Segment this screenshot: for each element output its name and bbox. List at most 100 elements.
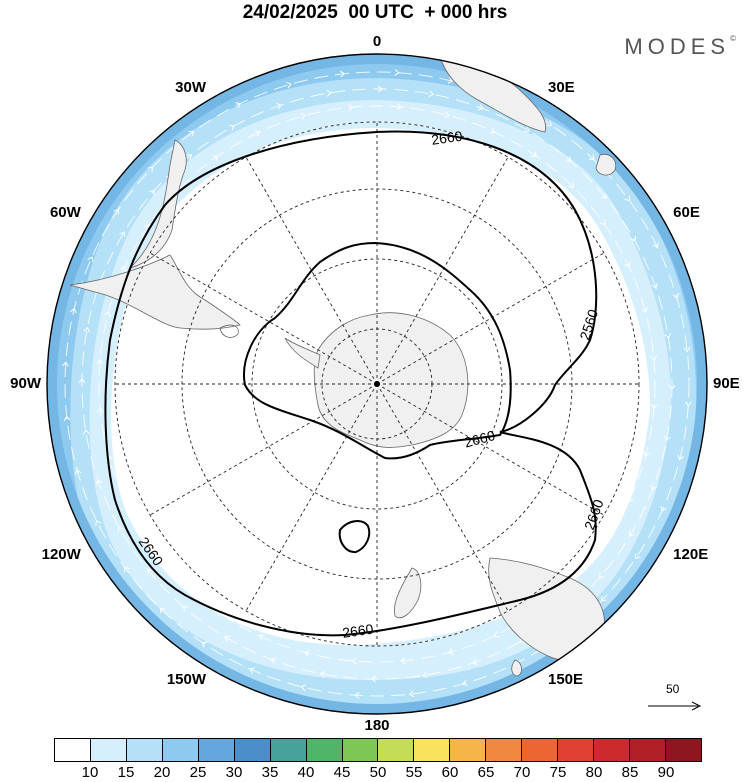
colorbar-tick-labels: 10 15 20 25 30 35 40 45 50 55 60 65 70 75 80 85 90 [54,764,702,782]
colorbar-tick: 45 [333,764,351,781]
wind-arrowhead [660,505,667,512]
wind-reference-label: 50 [666,682,680,696]
contour-label: 2660 [341,621,374,641]
wind-arrowhead [377,85,383,93]
contour-label: 2660 [463,427,497,451]
wind-arrowhead [568,182,575,189]
longitude-label: 60E [673,204,700,221]
wind-arrowhead [400,657,406,665]
wind-arrowhead [600,595,607,602]
colorbar-cell [270,739,307,761]
wind-arrowhead [300,113,306,120]
meridian-line [149,383,378,516]
colorbar-tick: 90 [657,764,675,781]
south-america-land [69,254,241,330]
wind-arrowhead [96,358,104,365]
colorbar-tick: 60 [441,764,459,781]
wind-arrowhead [119,231,126,238]
colorbar-tick: 85 [621,764,639,781]
colorbar-cell [55,739,91,761]
wind-arrowhead [472,658,478,665]
wind-arrowhead [224,635,231,642]
wind-arrowhead [624,261,631,268]
longitude-label: 60W [50,204,82,221]
colorbar-tick: 55 [405,764,423,781]
colorbar-tick: 70 [513,764,531,781]
colorbar-cell [126,739,163,761]
wind-arrowhead [394,69,400,76]
wind-arrowhead [447,77,454,84]
contour-label: 2660 [430,128,463,148]
wind-arrowhead [270,657,277,664]
wind-arrowhead [354,692,360,699]
wind-arrowhead [147,166,154,173]
wind-arrowhead [113,208,120,215]
longitude-label: 90E [713,375,740,392]
colorbar-tick: 15 [117,764,135,781]
longitude-label: 180 [364,717,389,734]
wind-arrowhead [546,120,553,127]
wind-arrowhead [188,131,195,137]
wind-arrowhead [630,235,637,242]
wind-arrowhead [477,104,484,111]
colorbar-cell [665,739,701,761]
longitude-label: 30W [175,79,207,96]
colorbar-cell [414,739,451,761]
wind-arrowhead [664,333,672,339]
longitude-label: 120E [673,546,708,563]
meridian-line [245,383,378,612]
colorbar-tick: 40 [297,764,315,781]
wind-arrowhead [371,675,377,683]
wind-arrowhead [124,566,130,573]
colorbar-cell [450,739,487,761]
colorbar-cell [486,739,523,761]
wind-arrowhead [179,579,186,586]
wind-arrowhead [149,189,155,196]
wind-arrowhead [599,572,605,579]
wind-arrowhead [641,307,648,313]
longitude-label: 0 [373,33,381,50]
wind-arrowhead [96,407,104,413]
colorbar-cell [198,739,235,761]
heard-island-land [219,324,239,338]
wind-arrowhead [286,81,292,89]
wind-arrowhead [254,130,261,137]
colorbar-tick: 25 [189,764,207,781]
colorbar-tick: 20 [153,764,171,781]
wind-arrowhead [62,361,69,367]
wind-arrowhead [120,265,127,272]
colorbar-tick: 10 [81,764,99,781]
meridian-line [376,252,605,385]
contour-2560 [243,241,512,460]
wind-arrowhead [628,530,635,537]
wind-arrowhead [63,415,71,422]
copyright-mark: © [730,34,736,43]
wind-arrowhead [87,256,94,263]
wind-arrowhead [159,607,166,614]
wind-arrowhead [258,634,265,641]
wind-arrowhead [685,401,692,407]
colorbar-tick: 30 [225,764,243,781]
wind-arrowhead [147,569,153,575]
madagascar-land [595,153,617,176]
wind-arrowhead [588,154,595,161]
wind-arrowhead [444,111,450,118]
colorbar-cell [162,739,199,761]
wind-arrowhead [428,90,435,98]
meridian-line [149,252,378,385]
wind-arrowhead [604,538,610,545]
wind-vector-ring [81,88,673,680]
longitude-labels: 0 30E 60E 90E 120E 150E 180 150W 120W 90W 60W 30W [10,33,740,734]
graticule [114,121,640,647]
wind-arrowhead [601,193,607,199]
wind-arrowhead [182,606,189,612]
longitude-label: 150E [548,671,583,688]
longitude-label: 90W [10,375,42,392]
wind-arrowhead [201,641,208,648]
contour-2660-outer [104,130,598,637]
wind-arrowhead [634,553,641,560]
meridian-line [376,156,509,385]
wind-arrowhead [304,650,310,657]
wind-arrowhead [339,70,346,78]
